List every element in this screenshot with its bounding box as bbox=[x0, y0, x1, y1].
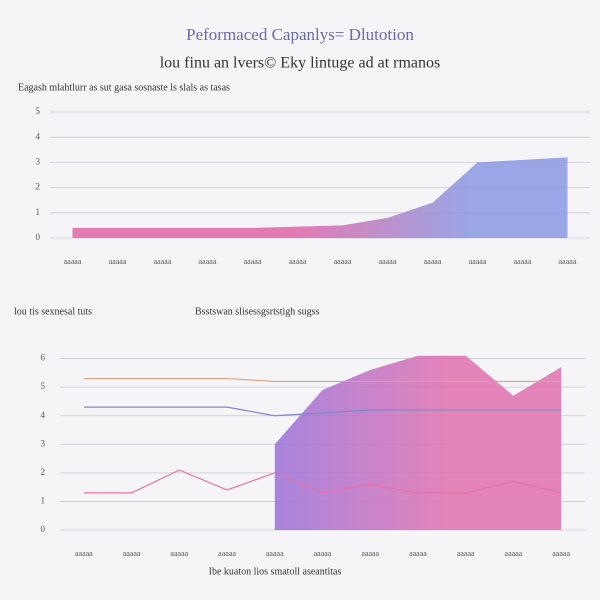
y-tick-label: 5 bbox=[36, 106, 41, 116]
y-tick-label: 0 bbox=[36, 232, 41, 242]
x-tick-label: aaaaa bbox=[75, 549, 93, 558]
page-subtitle: lou finu an lvers© Eky lintuge ad at rma… bbox=[160, 55, 441, 72]
x-tick-label: aaaaa bbox=[424, 257, 442, 266]
y-tick-label: 4 bbox=[41, 410, 46, 420]
x-tick-label: aaaaa bbox=[266, 549, 284, 558]
x-tick-label: aaaaa bbox=[218, 549, 236, 558]
y-tick-label: 5 bbox=[41, 381, 46, 391]
y-tick-label: 3 bbox=[36, 156, 41, 166]
x-tick-label: aaaaa bbox=[199, 257, 217, 266]
x-tick-label: aaaaa bbox=[289, 257, 307, 266]
x-tick-label: aaaaa bbox=[334, 257, 352, 266]
line bbox=[83, 469, 562, 494]
area bbox=[274, 355, 562, 530]
x-tick-label: aaaaa bbox=[170, 549, 188, 558]
x-tick-label: aaaaa bbox=[469, 257, 487, 266]
line bbox=[83, 377, 562, 383]
y-tick-label: 4 bbox=[36, 131, 41, 141]
x-tick-label: aaaaa bbox=[457, 549, 475, 558]
x-tick-label: aaaaa bbox=[361, 549, 379, 558]
y-tick-label: 3 bbox=[41, 438, 46, 448]
x-tick-label: aaaaa bbox=[514, 257, 532, 266]
x-tick-label: aaaaa bbox=[409, 549, 427, 558]
x-tick-label: aaaaa bbox=[244, 257, 262, 266]
y-tick-label: 2 bbox=[36, 182, 41, 192]
x-tick-label: aaaaa bbox=[314, 549, 332, 558]
y-tick-label: 1 bbox=[41, 495, 46, 505]
y-tick-label: 1 bbox=[36, 207, 41, 217]
chart-subtitle: Bsstswan slisessgsrtstigh sugss bbox=[195, 306, 320, 317]
chart-title: Eagash mlahtlurr as sut gasa sosnaste ls… bbox=[18, 82, 230, 93]
x-tick-label: aaaaa bbox=[123, 549, 141, 558]
x-axis-title: Ibe kuaton lios smatoll aseantitas bbox=[209, 566, 342, 577]
chart-title: lou tis sexnesal tuts bbox=[14, 306, 92, 317]
x-tick-label: aaaaa bbox=[559, 257, 577, 266]
x-tick-label: aaaaa bbox=[109, 257, 127, 266]
y-tick-label: 2 bbox=[41, 467, 46, 477]
page-title: Peformaced Capanlys= Dlutotion bbox=[186, 25, 414, 44]
y-tick-label: 0 bbox=[41, 524, 46, 534]
y-tick-label: 6 bbox=[41, 353, 46, 363]
x-tick-label: aaaaa bbox=[552, 549, 570, 558]
x-tick-label: aaaaa bbox=[379, 257, 397, 266]
x-tick-label: aaaaa bbox=[64, 257, 82, 266]
area bbox=[72, 157, 568, 238]
x-tick-label: aaaaa bbox=[154, 257, 172, 266]
line bbox=[83, 406, 562, 417]
x-tick-label: aaaaa bbox=[505, 549, 523, 558]
